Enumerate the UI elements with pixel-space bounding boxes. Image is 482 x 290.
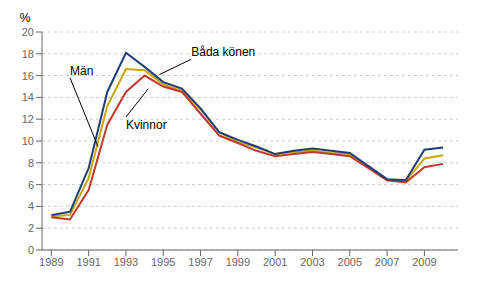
svg-text:1997: 1997 [188, 256, 212, 268]
svg-text:2001: 2001 [263, 256, 287, 268]
svg-text:16: 16 [22, 70, 34, 82]
svg-text:Kvinnor: Kvinnor [126, 118, 167, 132]
svg-text:1993: 1993 [114, 256, 138, 268]
svg-text:2003: 2003 [300, 256, 324, 268]
svg-text:2: 2 [28, 222, 34, 234]
svg-text:4: 4 [28, 200, 34, 212]
svg-text:18: 18 [22, 48, 34, 60]
svg-text:20: 20 [22, 26, 34, 38]
svg-text:1995: 1995 [151, 256, 175, 268]
svg-text:2005: 2005 [338, 256, 362, 268]
svg-text:8: 8 [28, 157, 34, 169]
svg-text:6: 6 [28, 179, 34, 191]
svg-text:%: % [20, 11, 31, 25]
svg-text:Män: Män [70, 64, 93, 78]
svg-text:12: 12 [22, 113, 34, 125]
svg-text:1999: 1999 [226, 256, 250, 268]
svg-text:2007: 2007 [375, 256, 399, 268]
svg-text:2009: 2009 [412, 256, 436, 268]
svg-text:10: 10 [22, 135, 34, 147]
svg-text:1989: 1989 [39, 256, 63, 268]
svg-text:14: 14 [22, 91, 34, 103]
svg-text:Båda könen: Båda könen [191, 45, 255, 59]
svg-text:0: 0 [28, 244, 34, 256]
svg-text:1991: 1991 [76, 256, 100, 268]
